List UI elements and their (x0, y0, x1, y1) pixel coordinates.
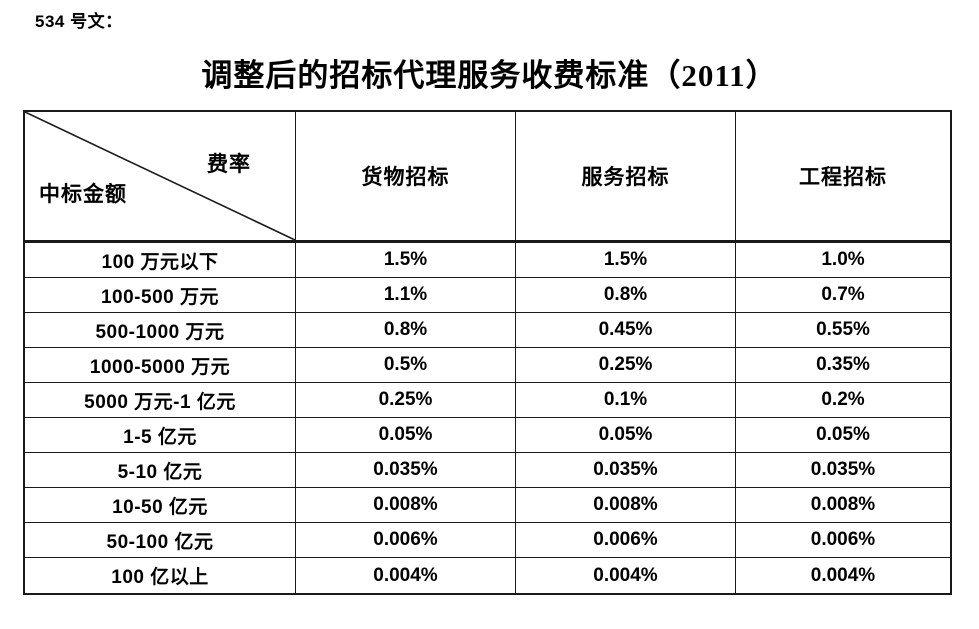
row-label: 5-10 亿元 (25, 453, 296, 488)
fee-value: 0.006% (736, 523, 950, 558)
fee-value: 0.35% (736, 348, 950, 383)
fee-value: 1.1% (296, 278, 516, 313)
fee-value: 0.5% (296, 348, 516, 383)
row-label: 1000-5000 万元 (25, 348, 296, 383)
fee-value: 0.008% (516, 488, 736, 523)
column-header-services: 服务招标 (516, 112, 736, 243)
fee-value: 0.05% (736, 418, 950, 453)
row-label: 100 万元以下 (25, 243, 296, 278)
fee-rate-table: 费率 中标金额 货物招标 服务招标 工程招标 100 万元以下 1.5% 1.5… (23, 110, 952, 595)
fee-value: 0.55% (736, 313, 950, 348)
row-label: 50-100 亿元 (25, 523, 296, 558)
fee-value: 0.05% (516, 418, 736, 453)
column-header-goods: 货物招标 (296, 112, 516, 243)
fee-value: 0.008% (736, 488, 950, 523)
fee-value: 1.0% (736, 243, 950, 278)
fee-value: 0.008% (296, 488, 516, 523)
doc-ref-label: 534 号文： (35, 12, 123, 31)
row-label: 10-50 亿元 (25, 488, 296, 523)
fee-value: 0.7% (736, 278, 950, 313)
corner-label-rate: 费率 (207, 152, 251, 176)
corner-header-cell: 费率 中标金额 (25, 112, 296, 243)
fee-value: 0.2% (736, 383, 950, 418)
row-label: 1-5 亿元 (25, 418, 296, 453)
fee-value: 0.006% (296, 523, 516, 558)
fee-value: 0.035% (736, 453, 950, 488)
column-header-engineering: 工程招标 (736, 112, 950, 243)
page-title: 调整后的招标代理服务收费标准（2011） (201, 58, 778, 93)
fee-value: 0.004% (516, 558, 736, 593)
fee-value: 0.035% (516, 453, 736, 488)
fee-value: 1.5% (296, 243, 516, 278)
row-label: 100-500 万元 (25, 278, 296, 313)
row-label: 500-1000 万元 (25, 313, 296, 348)
row-label: 5000 万元-1 亿元 (25, 383, 296, 418)
fee-value: 0.004% (296, 558, 516, 593)
fee-value: 0.25% (516, 348, 736, 383)
fee-value: 1.5% (516, 243, 736, 278)
fee-value: 0.45% (516, 313, 736, 348)
fee-value: 0.004% (810, 564, 876, 586)
corner-label-amount: 中标金额 (39, 182, 127, 206)
row-label: 100 亿以上 (25, 558, 296, 593)
fee-value: 0.035% (296, 453, 516, 488)
fee-value: 0.006% (516, 523, 736, 558)
fee-value: 0.8% (296, 313, 516, 348)
fee-value: 0.25% (296, 383, 516, 418)
fee-value: 0.05% (296, 418, 516, 453)
diagonal-divider-line (25, 112, 295, 240)
fee-value: 0.8% (516, 278, 736, 313)
fee-value: 0.1% (516, 383, 736, 418)
